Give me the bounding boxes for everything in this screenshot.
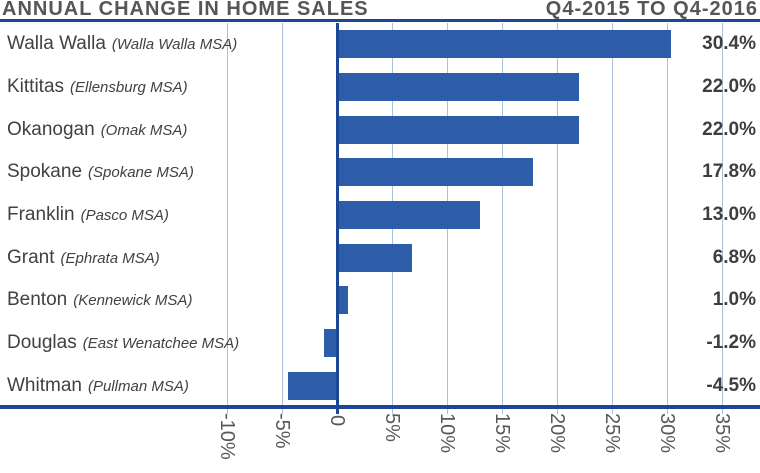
county-name: Walla Walla: [7, 33, 106, 55]
axis-tick: [501, 409, 503, 414]
x-tick-label-text: 0: [326, 414, 348, 426]
msa-name: (Ephrata MSA): [60, 249, 160, 267]
value-label: 1.0%: [712, 289, 756, 311]
chart-rows: Walla Walla (Walla Walla MSA) 30.4% Kittita…: [0, 23, 760, 407]
chart-row: Walla Walla (Walla Walla MSA) 30.4%: [0, 23, 760, 66]
msa-name: (Walla Walla MSA): [111, 36, 238, 54]
bar: [337, 73, 579, 101]
bar: [337, 30, 672, 59]
county-label: Walla Walla (Walla Walla MSA): [7, 33, 237, 55]
axis-tick: [611, 409, 613, 414]
value-label: -1.2%: [706, 332, 756, 354]
value-label: 13.0%: [702, 204, 756, 226]
gridline: [281, 23, 283, 405]
value-label: 17.8%: [702, 161, 756, 183]
chart-row: Benton (Kennewick MSA) 1.0%: [0, 279, 760, 322]
axis-tick: [666, 409, 668, 414]
value-label: -4.5%: [706, 374, 756, 396]
chart-row: Douglas (East Wenatchee MSA) -1.2%: [0, 322, 760, 365]
county-label: Kittitas (Ellensburg MSA): [7, 76, 188, 98]
axis-tick: [446, 409, 448, 414]
msa-name: (Pasco MSA): [80, 207, 169, 225]
bar: [337, 243, 412, 272]
msa-name: (Spokane MSA): [88, 164, 194, 182]
county-name: Douglas: [7, 332, 77, 354]
bar: [323, 329, 337, 358]
bar: [287, 371, 337, 400]
chart-title: ANNUAL CHANGE IN HOME SALES: [2, 0, 369, 20]
county-name: Grant: [7, 246, 55, 268]
x-tick-label-text: 35%: [711, 413, 733, 454]
x-tick-label-text: 15%: [491, 413, 513, 454]
msa-name: (Kennewick MSA): [73, 292, 193, 310]
x-tick-label-text: 5%: [381, 413, 403, 442]
axis-tick: [226, 409, 228, 414]
gridline: [666, 23, 668, 405]
x-tick-label: 20%: [546, 413, 577, 458]
x-tick-label: 25%: [601, 413, 632, 458]
axis-tick: [391, 409, 393, 414]
chart-row: Kittitas (Ellensburg MSA) 22.0%: [0, 66, 760, 109]
chart-header: ANNUAL CHANGE IN HOME SALES Q4-2015 TO Q…: [2, 0, 758, 19]
county-label: Spokane (Spokane MSA): [7, 161, 194, 183]
chart-row: Spokane (Spokane MSA) 17.8%: [0, 151, 760, 194]
value-label: 30.4%: [702, 33, 756, 55]
county-name: Kittitas: [7, 76, 65, 97]
x-tick-label: 10%: [436, 413, 467, 458]
bar: [337, 115, 579, 144]
x-tick-label-text: 20%: [546, 413, 568, 454]
county-name: Whitman: [7, 374, 82, 396]
value-label: 22.0%: [702, 76, 756, 97]
chart-row: Grant (Ephrata MSA) 6.8%: [0, 236, 760, 279]
county-label: Okanogan (Omak MSA): [7, 119, 187, 141]
gridline: [556, 23, 558, 405]
bar: [337, 201, 480, 230]
county-name: Franklin: [7, 204, 75, 226]
x-tick-label: -10%: [216, 413, 247, 465]
x-tick-label-text: -10%: [216, 413, 238, 460]
gridline: [721, 23, 723, 405]
x-tick-label: 0: [326, 413, 357, 431]
chart-period: Q4-2015 TO Q4-2016: [545, 0, 758, 20]
axis-tick: [281, 409, 283, 414]
value-label: 22.0%: [702, 118, 756, 140]
x-tick-label-text: 10%: [436, 413, 458, 454]
msa-name: (Pullman MSA): [87, 377, 189, 395]
county-name: Okanogan: [7, 118, 95, 140]
county-label: Benton (Kennewick MSA): [7, 289, 192, 311]
county-label: Grant (Ephrata MSA): [7, 247, 160, 269]
zero-axis-line: [335, 23, 339, 414]
axis-tick: [556, 409, 558, 414]
x-tick-label: 15%: [491, 413, 522, 458]
x-tick-label: 35%: [711, 413, 742, 458]
msa-name: (East Wenatchee MSA): [82, 335, 240, 353]
gridline: [226, 23, 228, 405]
x-axis-line: [0, 405, 760, 409]
msa-name: (Omak MSA): [100, 121, 188, 139]
county-label: Franklin (Pasco MSA): [7, 204, 169, 226]
x-tick-label: 5%: [381, 413, 412, 447]
chart-row: Franklin (Pasco MSA) 13.0%: [0, 194, 760, 237]
county-label: Whitman (Pullman MSA): [7, 375, 189, 397]
chart-row: Okanogan (Omak MSA) 22.0%: [0, 108, 760, 151]
msa-name: (Ellensburg MSA): [70, 79, 188, 96]
x-tick-label-text: 25%: [601, 413, 623, 454]
x-tick-label: 30%: [656, 413, 687, 458]
axis-tick: [721, 409, 723, 414]
gridline: [611, 23, 613, 405]
county-name: Benton: [7, 289, 68, 311]
value-label: 6.8%: [712, 246, 756, 268]
x-tick-label-text: -5%: [271, 413, 293, 449]
bar: [337, 158, 533, 187]
bar: [337, 286, 348, 315]
gridline: [501, 23, 503, 405]
county-label: Douglas (East Wenatchee MSA): [7, 332, 239, 354]
county-name: Spokane: [7, 161, 83, 183]
x-tick-label-text: 30%: [656, 413, 678, 454]
chart-row: Whitman (Pullman MSA) -4.5%: [0, 364, 760, 407]
header-divider-line: [0, 19, 760, 22]
x-tick-label: -5%: [271, 413, 302, 454]
